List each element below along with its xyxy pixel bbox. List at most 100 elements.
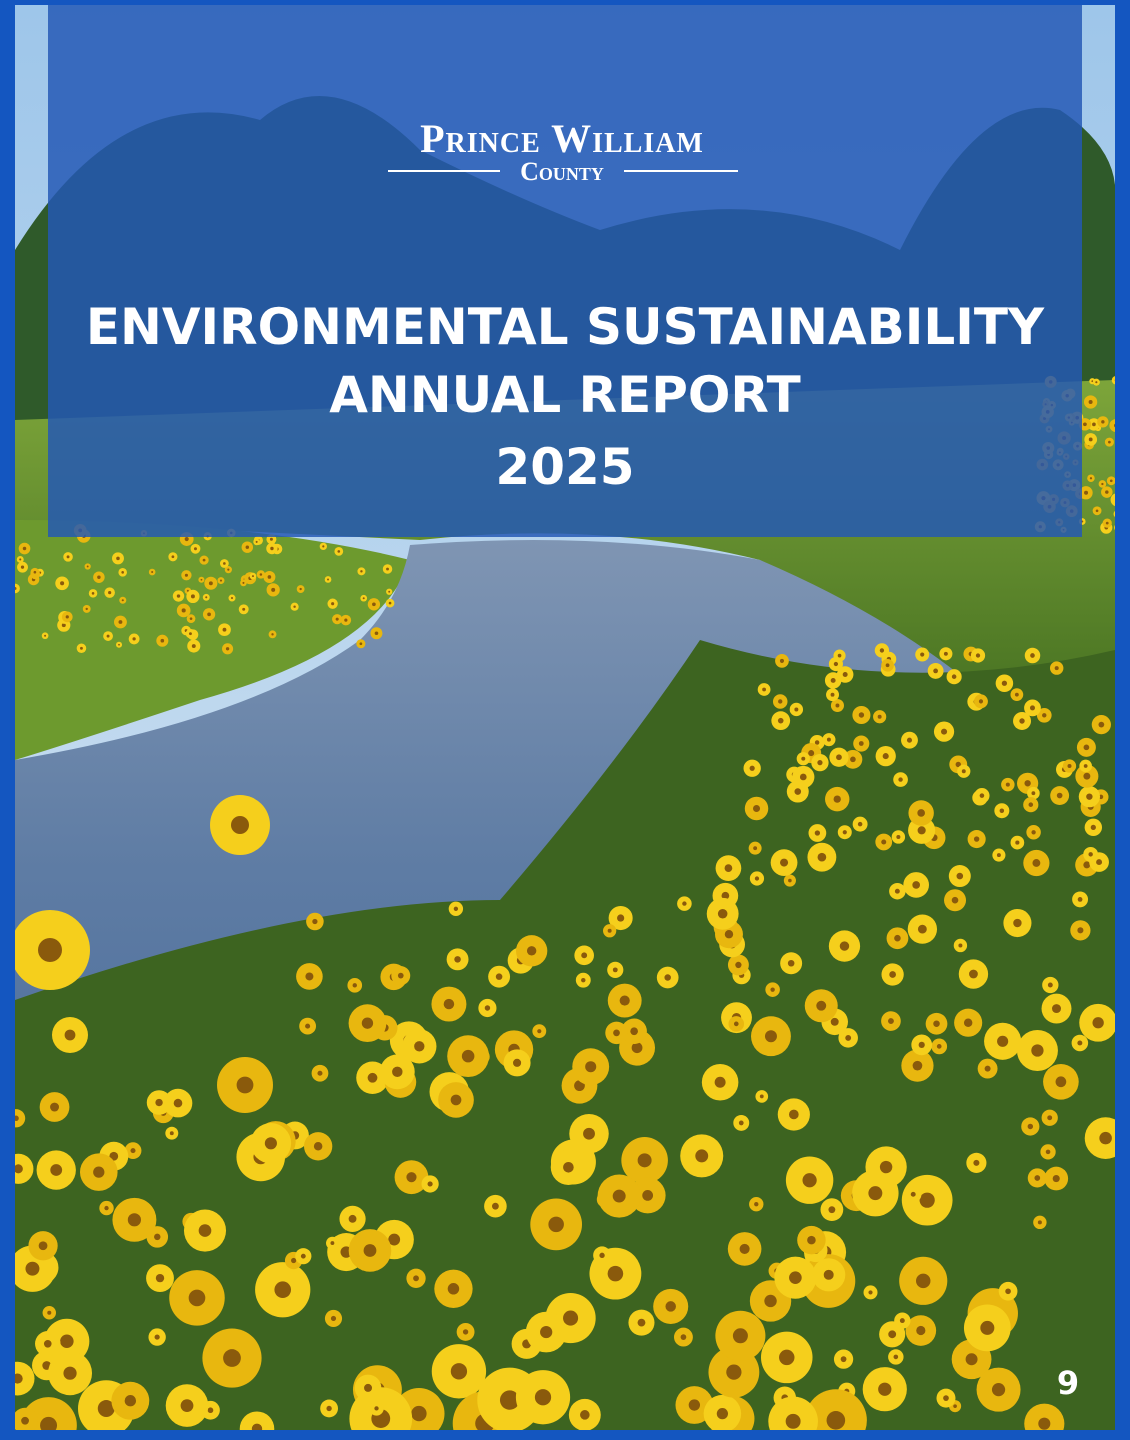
flower-center <box>1052 1004 1061 1013</box>
flower-center <box>336 618 339 621</box>
flower-center <box>608 1266 624 1282</box>
flower-center <box>868 1186 882 1200</box>
flower-center <box>943 1395 949 1401</box>
flower-center <box>1101 483 1103 485</box>
flower-center <box>881 839 886 844</box>
flower-center <box>917 809 925 817</box>
flower-center <box>608 929 612 933</box>
flower-center <box>613 1190 626 1203</box>
flower-center <box>789 1271 802 1284</box>
flower-center <box>344 619 347 622</box>
flower-center <box>827 738 831 742</box>
flower-center <box>638 1319 646 1327</box>
flower-center <box>725 930 733 938</box>
flower-center <box>170 1131 174 1135</box>
flower-center <box>1015 841 1019 845</box>
flower-center <box>392 1067 402 1077</box>
flower-center <box>1091 825 1096 830</box>
flower-center <box>121 571 124 574</box>
flower-center <box>726 1364 741 1379</box>
title-year: 2025 <box>495 438 634 496</box>
flower-center <box>1078 897 1083 902</box>
flower-center <box>1092 423 1096 427</box>
flower-center <box>1028 1124 1033 1129</box>
flower-center <box>1096 859 1102 865</box>
flower-center <box>760 1095 764 1099</box>
flower-center <box>985 1066 991 1072</box>
flower-center <box>916 1274 930 1288</box>
flower-center <box>1099 1132 1112 1145</box>
flower-center <box>454 956 461 963</box>
flower-center <box>128 1213 141 1226</box>
flower-center <box>119 620 123 624</box>
flower-center <box>836 754 842 760</box>
flower-center <box>878 1383 891 1396</box>
flower-center <box>208 1407 214 1413</box>
flower-center <box>44 635 46 637</box>
flower-center <box>181 1399 194 1412</box>
flower-center <box>47 1311 51 1315</box>
flower-center <box>733 1328 748 1343</box>
flower-center <box>428 1181 433 1186</box>
flower-center <box>1024 780 1030 786</box>
flower-center <box>223 562 226 565</box>
flower-center <box>231 816 249 834</box>
title-line: ENVIRONMENTAL SUSTAINABILITY <box>86 298 1045 356</box>
flower-center <box>858 822 862 826</box>
flower-center <box>808 750 814 756</box>
flower-center <box>1002 681 1007 686</box>
flower-center <box>1106 522 1109 525</box>
flower-center <box>326 1406 331 1411</box>
flower-center <box>237 1077 254 1094</box>
flower-center <box>919 1042 925 1048</box>
flower-center <box>161 639 165 643</box>
flower-center <box>1015 693 1019 697</box>
flower-center <box>386 568 389 571</box>
flower-center <box>802 1173 816 1187</box>
flower-center <box>177 594 180 597</box>
flower-center <box>765 1030 777 1042</box>
flower-center <box>1055 666 1059 670</box>
flower-center <box>1101 420 1104 423</box>
flower-center <box>271 633 273 635</box>
flower-center <box>265 1137 277 1149</box>
flower-center <box>1108 441 1111 444</box>
flower-center <box>19 558 21 560</box>
flower-center <box>107 635 110 638</box>
flower-center <box>97 576 100 579</box>
flower-center <box>156 1274 164 1282</box>
flower-center <box>770 987 774 991</box>
flower-center <box>21 566 24 569</box>
flower-center <box>962 769 966 773</box>
flower-center <box>920 1193 935 1208</box>
flower-center <box>973 1160 979 1166</box>
flower-center <box>788 879 792 883</box>
flower-center <box>817 760 822 765</box>
flower-center <box>299 588 301 590</box>
flower-center <box>750 766 755 771</box>
flower-center <box>753 846 757 850</box>
flower-center <box>492 1203 499 1210</box>
flower-center <box>585 1061 596 1072</box>
flower-center <box>362 1018 373 1029</box>
flower-center <box>953 1404 957 1408</box>
flower-center <box>583 1128 595 1140</box>
flower-center <box>155 1099 162 1106</box>
flower-center <box>828 1206 835 1213</box>
flower-center <box>831 1018 839 1026</box>
flower-center <box>246 545 249 548</box>
flower-center <box>800 774 807 781</box>
flower-center <box>580 1410 590 1420</box>
flower-center <box>203 559 206 562</box>
flower-center <box>231 597 233 599</box>
flower-center <box>1038 1220 1042 1224</box>
flower-center <box>527 946 536 955</box>
flower-center <box>1000 808 1005 813</box>
flower-center <box>271 588 275 592</box>
flower-center <box>60 581 64 585</box>
flower-center <box>1090 477 1092 479</box>
flower-center <box>937 1044 942 1049</box>
flower-center <box>563 1162 574 1173</box>
flower-center <box>1083 773 1090 780</box>
flower-center <box>1096 509 1099 512</box>
